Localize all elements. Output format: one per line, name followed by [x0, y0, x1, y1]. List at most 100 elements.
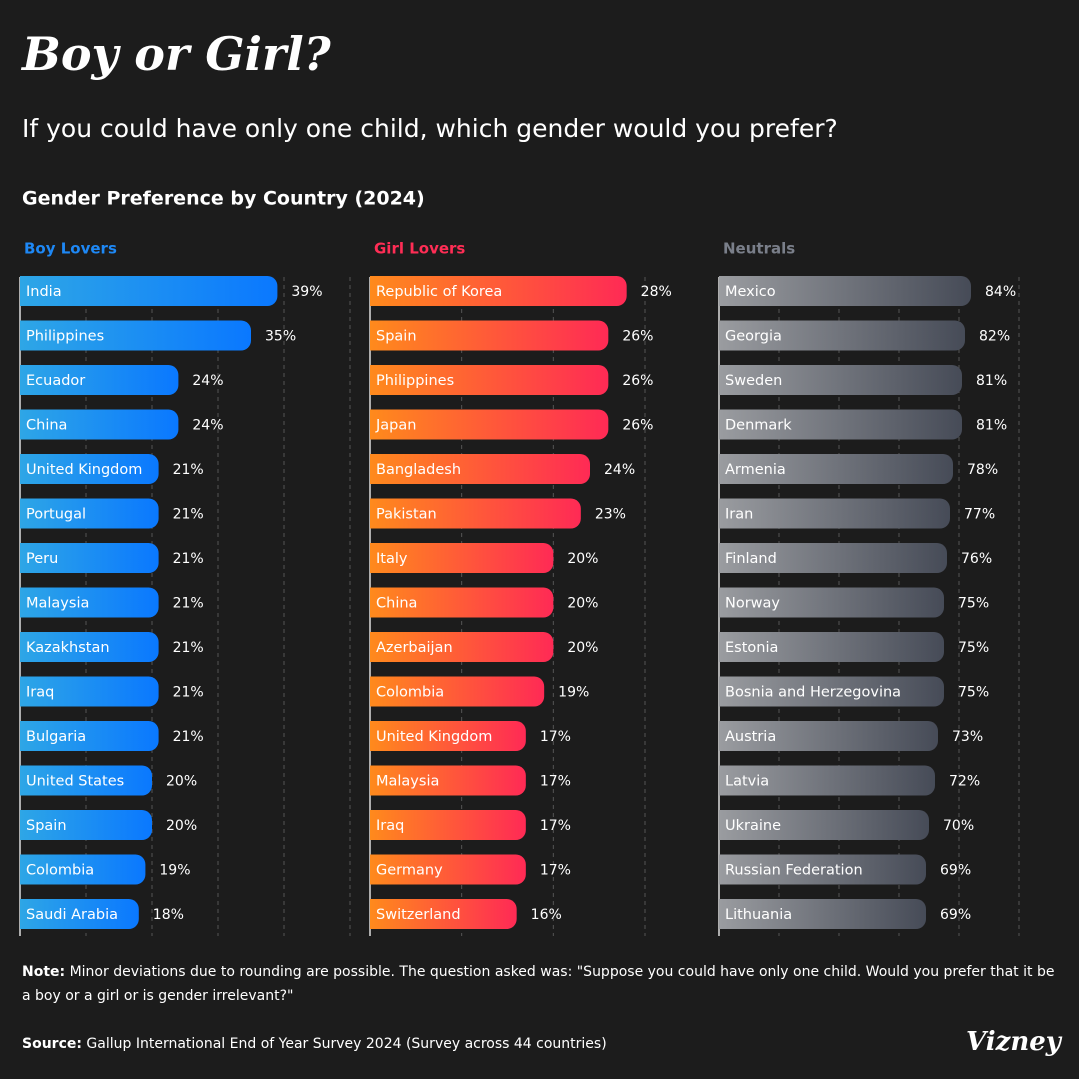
value-label: 23%	[595, 507, 626, 523]
bar	[20, 498, 159, 529]
category-label: Germany	[376, 863, 443, 879]
source-text: Gallup International End of Year Survey …	[86, 1036, 607, 1052]
bar	[719, 276, 971, 306]
bar	[370, 810, 526, 840]
category-label: Latvia	[725, 774, 769, 790]
value-label: 77%	[964, 507, 995, 523]
panel-title: Boy Lovers	[24, 240, 117, 258]
category-label: United Kingdom	[376, 729, 492, 745]
bar	[370, 676, 545, 707]
value-label: 21%	[173, 685, 204, 701]
value-label: 24%	[192, 373, 223, 389]
bar	[20, 721, 159, 751]
bar	[20, 365, 179, 395]
category-label: Republic of Korea	[376, 284, 502, 300]
category-label: Ukraine	[725, 818, 781, 834]
value-label: 26%	[622, 373, 653, 389]
category-label: Portugal	[26, 507, 86, 523]
value-label: 19%	[558, 685, 589, 701]
value-label: 70%	[943, 818, 974, 834]
bar	[20, 899, 139, 929]
panel-title: Neutrals	[723, 240, 795, 258]
category-label: Estonia	[725, 640, 778, 656]
category-label: China	[26, 418, 67, 434]
category-label: Georgia	[725, 329, 782, 345]
category-label: Finland	[725, 551, 777, 567]
category-label: United Kingdom	[26, 462, 142, 478]
value-label: 75%	[958, 596, 989, 612]
bar	[719, 632, 944, 662]
value-label: 20%	[166, 774, 197, 790]
category-label: China	[376, 596, 417, 612]
value-label: 17%	[540, 774, 571, 790]
value-label: 19%	[159, 863, 190, 879]
category-label: Malaysia	[376, 774, 439, 790]
value-label: 78%	[967, 462, 998, 478]
note-text: Minor deviations due to rounding are pos…	[22, 964, 1055, 1004]
category-label: United States	[26, 774, 124, 790]
category-label: Mexico	[725, 284, 776, 300]
bar	[719, 899, 926, 929]
category-label: Pakistan	[376, 507, 437, 523]
value-label: 21%	[173, 640, 204, 656]
category-label: Philippines	[376, 373, 454, 389]
category-label: Bosnia and Herzegovina	[725, 685, 901, 701]
bar	[719, 409, 962, 440]
value-label: 16%	[531, 907, 562, 923]
value-label: 76%	[961, 551, 992, 567]
title: Boy or Girl?	[20, 27, 332, 81]
value-label: 39%	[291, 284, 322, 300]
bar	[719, 498, 950, 529]
bar	[370, 365, 609, 395]
category-label: Bulgaria	[26, 729, 86, 745]
bar	[719, 454, 953, 484]
category-label: Saudi Arabia	[26, 907, 118, 923]
value-label: 21%	[173, 462, 204, 478]
bar	[719, 810, 929, 840]
value-label: 20%	[166, 818, 197, 834]
bar	[370, 765, 526, 796]
value-label: 28%	[641, 284, 672, 300]
bar	[370, 854, 526, 885]
bar	[20, 765, 152, 796]
heading: Gender Preference by Country (2024)	[22, 188, 425, 210]
category-label: Japan	[375, 418, 416, 434]
value-label: 72%	[949, 774, 980, 790]
value-label: 20%	[567, 640, 598, 656]
bar	[719, 587, 944, 618]
value-label: 26%	[622, 418, 653, 434]
bar	[20, 543, 159, 573]
bar	[20, 454, 159, 484]
category-label: Spain	[26, 818, 67, 834]
bar	[719, 676, 944, 707]
bar	[20, 632, 159, 662]
bar	[20, 320, 251, 351]
source-label: Source:	[22, 1036, 82, 1052]
source: Source: Gallup International End of Year…	[22, 1032, 1057, 1056]
bar	[719, 765, 935, 796]
value-label: 82%	[979, 329, 1010, 345]
category-label: Iraq	[376, 818, 404, 834]
subtitle: If you could have only one child, which …	[22, 114, 838, 143]
category-label: India	[26, 284, 62, 300]
category-label: Ecuador	[26, 373, 85, 389]
bar	[370, 899, 517, 929]
category-label: Kazakhstan	[26, 640, 110, 656]
value-label: 21%	[173, 729, 204, 745]
bar	[719, 721, 938, 751]
bar	[719, 543, 947, 573]
category-label: Russian Federation	[725, 863, 863, 879]
category-label: Lithuania	[725, 907, 792, 923]
value-label: 24%	[192, 418, 223, 434]
bar	[370, 543, 554, 573]
bar	[20, 810, 152, 840]
note-label: Note:	[22, 964, 66, 980]
category-label: Peru	[26, 551, 58, 567]
category-label: Colombia	[376, 685, 444, 701]
value-label: 21%	[173, 551, 204, 567]
bar	[370, 276, 627, 306]
value-label: 20%	[567, 596, 598, 612]
value-label: 18%	[153, 907, 184, 923]
